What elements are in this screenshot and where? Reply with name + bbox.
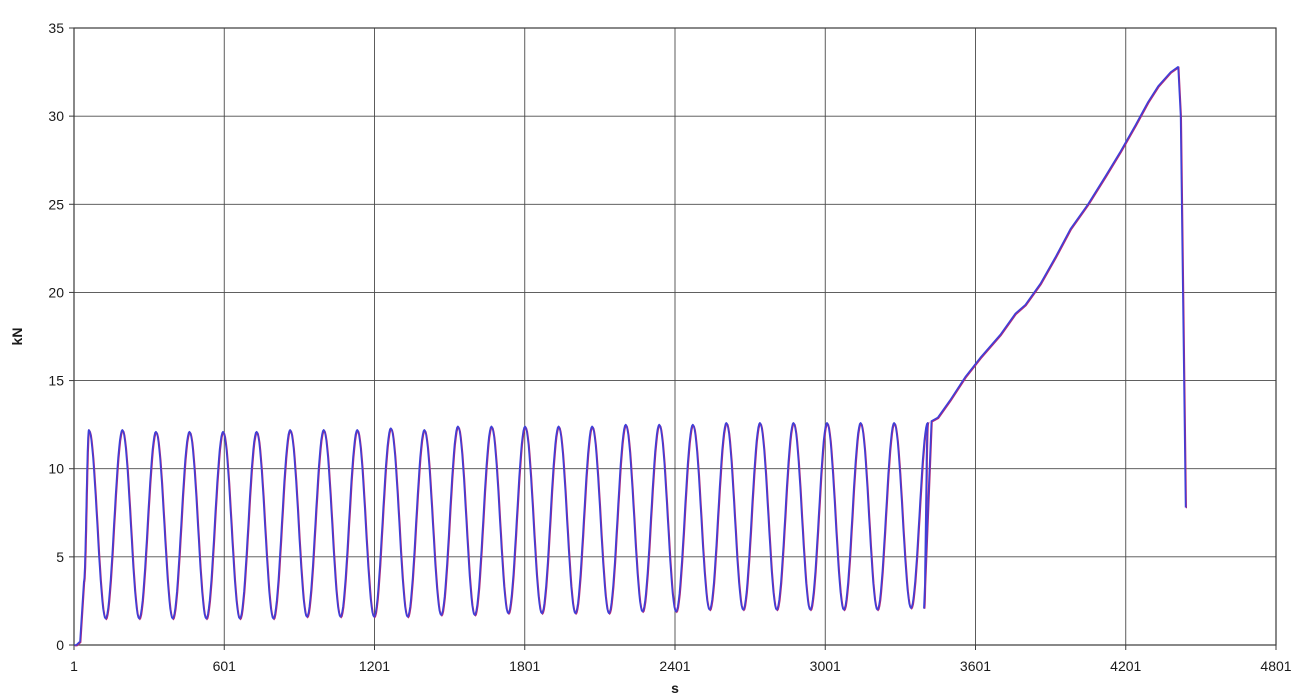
x-tick-label: 3601 (960, 658, 991, 674)
y-tick-label: 10 (48, 461, 64, 477)
x-tick-label: 2401 (659, 658, 690, 674)
x-tick-label: 1201 (359, 658, 390, 674)
x-tick-label: 4801 (1260, 658, 1291, 674)
series-layer (74, 66, 1187, 647)
x-tick-label: 601 (213, 658, 237, 674)
x-tick-label: 1 (70, 658, 78, 674)
y-axis-title: kN (9, 328, 25, 346)
x-axis-title: s (671, 680, 679, 696)
y-tick-label: 35 (48, 20, 64, 36)
series-line-shadow (74, 66, 1187, 647)
gridlines (74, 27, 1276, 645)
y-tick-label: 15 (48, 373, 64, 389)
series-line (74, 66, 1187, 646)
x-tick-label: 3001 (810, 658, 841, 674)
x-tick-label: 4201 (1110, 658, 1141, 674)
x-tick-label: 1801 (509, 658, 540, 674)
y-tick-label: 5 (56, 549, 64, 565)
y-axis-ticks: 0 5 10 15 20 25 30 35 (48, 20, 74, 653)
x-axis-ticks: 1 601 1201 1801 2401 3001 3601 4201 4801 (70, 645, 1292, 674)
y-tick-label: 20 (48, 284, 64, 300)
y-tick-label: 0 (56, 637, 64, 653)
y-tick-label: 30 (48, 108, 64, 124)
y-tick-label: 25 (48, 196, 64, 212)
